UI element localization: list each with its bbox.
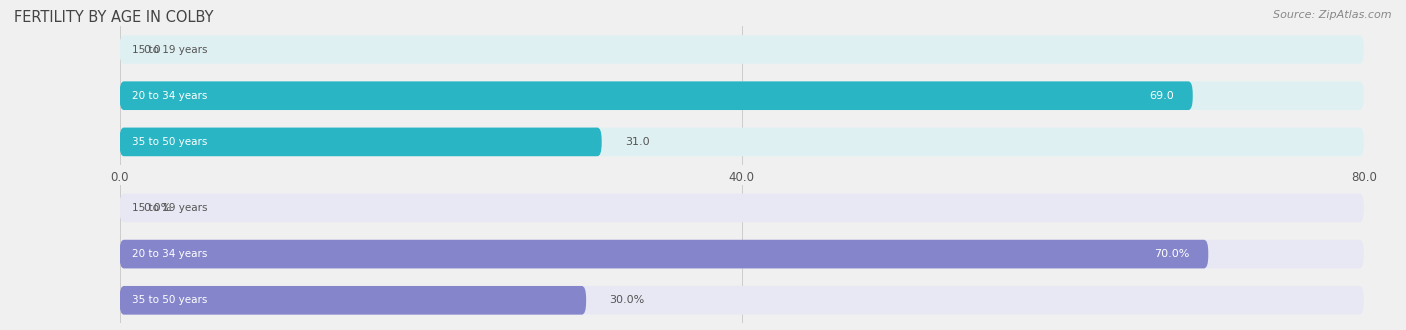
FancyBboxPatch shape [120, 82, 1364, 110]
Text: 0.0: 0.0 [143, 45, 160, 54]
Text: 15 to 19 years: 15 to 19 years [132, 203, 208, 213]
Text: 35 to 50 years: 35 to 50 years [132, 137, 207, 147]
FancyBboxPatch shape [120, 194, 1364, 222]
FancyBboxPatch shape [120, 128, 1364, 156]
Text: 69.0: 69.0 [1149, 91, 1174, 101]
Text: Source: ZipAtlas.com: Source: ZipAtlas.com [1274, 10, 1392, 20]
Text: 31.0: 31.0 [626, 137, 650, 147]
FancyBboxPatch shape [120, 286, 1364, 314]
Text: FERTILITY BY AGE IN COLBY: FERTILITY BY AGE IN COLBY [14, 10, 214, 25]
Text: 0.0%: 0.0% [143, 203, 172, 213]
Text: 15 to 19 years: 15 to 19 years [132, 45, 208, 54]
FancyBboxPatch shape [120, 35, 1364, 64]
FancyBboxPatch shape [120, 82, 1192, 110]
Text: 35 to 50 years: 35 to 50 years [132, 295, 207, 305]
Text: 20 to 34 years: 20 to 34 years [132, 91, 207, 101]
FancyBboxPatch shape [120, 240, 1208, 268]
Text: 30.0%: 30.0% [609, 295, 645, 305]
FancyBboxPatch shape [120, 128, 602, 156]
Text: 20 to 34 years: 20 to 34 years [132, 249, 207, 259]
FancyBboxPatch shape [120, 286, 586, 314]
FancyBboxPatch shape [120, 240, 1364, 268]
Text: 70.0%: 70.0% [1154, 249, 1189, 259]
